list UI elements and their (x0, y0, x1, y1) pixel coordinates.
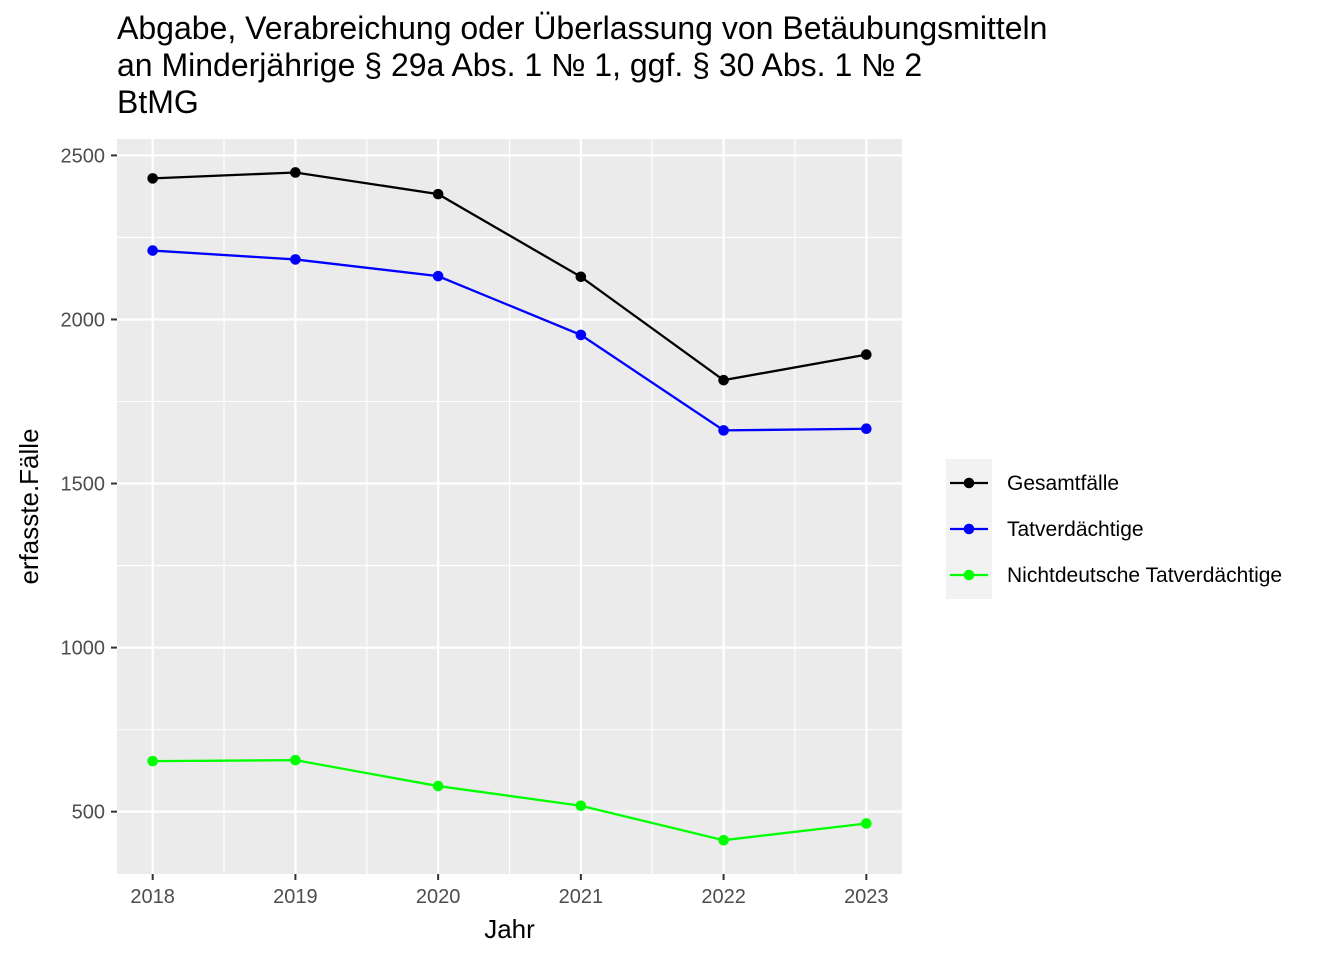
x-axis-title: Jahr (484, 914, 535, 944)
data-point-nichtdeutsche-tatverd-chtige (432, 780, 444, 792)
y-tick-label: 1500 (61, 474, 106, 496)
series-line-nichtdeutsche-tatverd-chtige (152, 758, 867, 842)
data-point-nichtdeutsche-tatverd-chtige (718, 834, 729, 846)
legend-key-point (963, 569, 975, 581)
data-point-tatverd-chtige (861, 423, 872, 435)
data-point-tatverd-chtige (432, 270, 444, 282)
data-point-gesamtf-lle (718, 374, 729, 386)
y-tick-label: 2500 (61, 145, 106, 167)
legend-label: Tatverdächtige (1007, 518, 1144, 541)
major-gridlines (117, 139, 902, 874)
data-point-nichtdeutsche-tatverd-chtige (290, 754, 301, 766)
x-tick-label: 2021 (559, 886, 604, 908)
x-tick-label: 2019 (273, 886, 318, 908)
data-point-gesamtf-lle (147, 173, 158, 184)
chart-title: Abgabe, Verabreichung oder Überlassung v… (117, 10, 1048, 120)
minor-gridlines (117, 139, 902, 874)
data-point-gesamtf-lle (575, 271, 587, 283)
data-point-gesamtf-lle (432, 188, 444, 200)
series-line-tatverd-chtige (152, 249, 867, 432)
legend-key-point (963, 523, 975, 535)
series-line-gesamtf-lle (152, 171, 867, 382)
x-tick-label: 2023 (844, 886, 889, 908)
series-layer (147, 167, 872, 846)
data-point-nichtdeutsche-tatverd-chtige (147, 755, 158, 767)
legend: Gesamtfälle Tatverdächtige Nichtdeutsche T… (946, 459, 1282, 599)
y-tick-label: 1000 (61, 638, 106, 660)
x-axis: 2018 2019 2020 2021 2022 2023 (130, 874, 889, 908)
data-point-gesamtf-lle (861, 349, 872, 360)
y-axis-title: erfasste.Fälle (14, 428, 44, 584)
data-point-tatverd-chtige (290, 254, 301, 265)
legend-label: Gesamtfälle (1007, 472, 1119, 495)
data-point-gesamtf-lle (290, 167, 301, 178)
data-point-nichtdeutsche-tatverd-chtige (575, 800, 587, 812)
legend-label: Nichtdeutsche Tatverdächtige (1007, 564, 1282, 587)
data-point-tatverd-chtige (147, 245, 158, 256)
x-tick-label: 2022 (701, 886, 746, 908)
data-point-nichtdeutsche-tatverd-chtige (861, 818, 872, 829)
legend-key-point (963, 477, 975, 489)
y-tick-label: 2000 (61, 309, 106, 331)
data-point-tatverd-chtige (718, 425, 729, 436)
x-tick-label: 2020 (416, 886, 461, 908)
x-tick-label: 2018 (130, 886, 175, 908)
y-axis: 500 1000 1500 2000 2500 (61, 145, 117, 824)
y-tick-label: 500 (72, 802, 105, 824)
data-point-tatverd-chtige (575, 329, 587, 341)
